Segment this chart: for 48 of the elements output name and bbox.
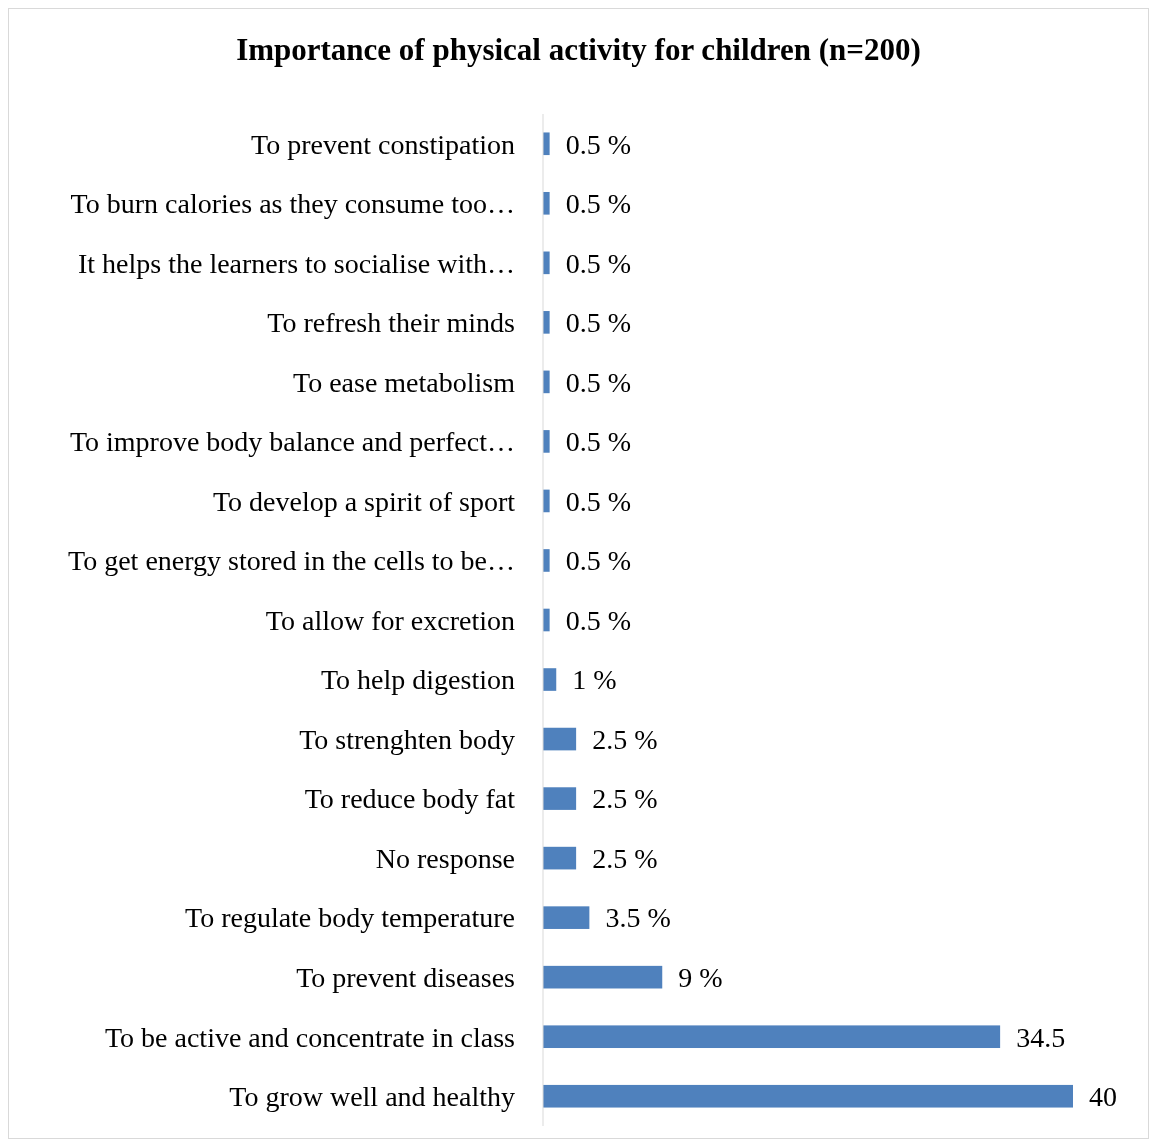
bar: [543, 787, 577, 810]
y-tick-label: To burn calories as they consume too…: [70, 188, 515, 220]
chart-title: Importance of physical activity for children (n=200): [236, 32, 921, 67]
data-label: 0.5 %: [565, 128, 631, 160]
y-tick-label: To allow for excretion: [265, 604, 515, 636]
y-tick-label: To get energy stored in the cells to be…: [68, 545, 515, 577]
bar: [543, 311, 550, 334]
bar: [543, 1025, 1001, 1049]
y-tick-label: To regulate body temperature: [184, 902, 515, 934]
data-label: 2.5 %: [592, 783, 658, 815]
y-tick-label: To develop a spirit of sport: [212, 485, 516, 517]
y-tick-label: To reduce body fat: [304, 783, 516, 815]
bar: [543, 549, 550, 572]
bar: [543, 906, 590, 929]
data-label: 40: [1089, 1081, 1117, 1113]
data-label: 2.5 %: [592, 842, 658, 874]
data-label: 0.5 %: [565, 545, 631, 577]
y-tick-label: To prevent constipation: [251, 128, 515, 160]
data-label: 2.5 %: [592, 723, 658, 755]
bar: [543, 1084, 1073, 1108]
y-tick-label: To refresh their minds: [267, 307, 515, 339]
data-label: 0.5 %: [565, 247, 631, 279]
data-label: 0.5 %: [565, 604, 631, 636]
data-label: 0.5 %: [565, 188, 631, 220]
bar: [543, 668, 557, 691]
data-label: 0.5 %: [565, 307, 631, 339]
data-label: 1 %: [572, 664, 617, 696]
data-label: 0.5 %: [565, 366, 631, 398]
y-tick-label: No response: [375, 842, 515, 874]
bar: [543, 965, 663, 989]
y-tick-label: To strenghten body: [299, 723, 515, 755]
bar: [543, 132, 550, 156]
y-tick-label: To grow well and healthy: [229, 1081, 515, 1113]
y-tick-label: It helps the learners to socialise with…: [78, 247, 515, 279]
bar: [543, 846, 577, 870]
y-tick-label: To ease metabolism: [293, 366, 516, 398]
data-label: 9 %: [678, 961, 723, 993]
data-label: 0.5 %: [565, 426, 631, 458]
y-tick-label: To be active and concentrate in class: [104, 1021, 515, 1053]
y-tick-label: To help digestion: [320, 664, 515, 696]
bar: [543, 191, 550, 215]
data-label: 0.5 %: [565, 485, 631, 517]
data-label: 34.5: [1016, 1021, 1066, 1053]
y-tick-label: To improve body balance and perfect…: [69, 426, 515, 458]
bar: [543, 727, 577, 751]
bar: [543, 430, 550, 453]
y-tick-label: To prevent diseases: [296, 961, 515, 993]
data-label: 3.5 %: [605, 902, 671, 934]
